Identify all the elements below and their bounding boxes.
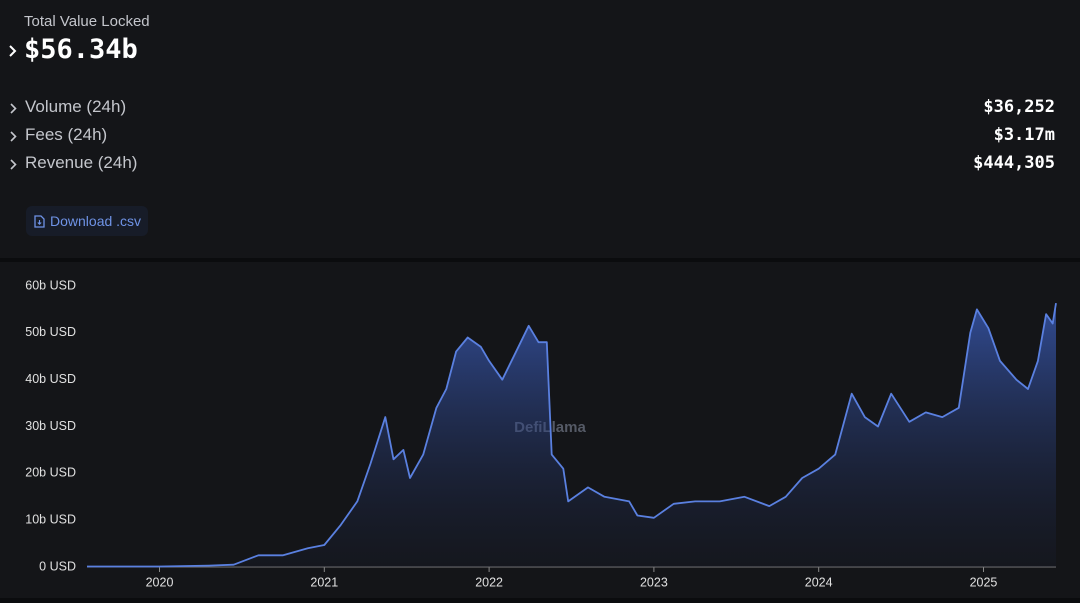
download-label: Download .csv — [50, 213, 142, 229]
metric-value: $3.17m — [993, 125, 1055, 145]
x-tick-label: 2025 — [970, 575, 998, 589]
file-icon — [34, 215, 45, 228]
chevron — [10, 103, 17, 114]
metric-label: Volume (24h) — [25, 97, 127, 116]
y-tick-label: 0 USD — [39, 559, 76, 573]
line — [87, 302, 1057, 568]
metric-label: Revenue (24h) — [25, 153, 138, 172]
x-tick-label: 2022 — [475, 575, 503, 589]
summary-panel: Total Value Locked $56.34b Volume (24h) $… — [0, 0, 1080, 258]
y-tick-label: 20b USD — [25, 466, 76, 480]
y-tick-label: 30b USD — [25, 419, 76, 433]
metric-row[interactable]: Fees (24h) $3.17m — [0, 125, 1080, 151]
x-tick-label: 2020 — [146, 575, 174, 589]
tvl-label: Total Value Locked — [24, 13, 150, 30]
y-tick-label: 10b USD — [25, 512, 76, 526]
area — [87, 303, 1056, 567]
x-tick-label: 2024 — [805, 575, 833, 589]
metric-row[interactable]: Revenue (24h) $444,305 — [0, 153, 1080, 179]
chevron — [10, 131, 17, 142]
y-tick-label: 50b USD — [25, 325, 76, 339]
y-tick-label: 60b USD — [25, 278, 76, 292]
y-tick-label: 40b USD — [25, 372, 76, 386]
chevron — [10, 159, 17, 170]
metric-value: $36,252 — [983, 97, 1055, 117]
metric-label: Fees (24h) — [25, 125, 108, 144]
x-tick-label: 2023 — [640, 575, 668, 589]
x-tick-label: 2021 — [310, 575, 338, 589]
tvl-value: $56.34b — [24, 34, 138, 65]
chevron — [9, 45, 17, 57]
metric-row[interactable]: Volume (24h) $36,252 — [0, 97, 1080, 123]
download-button[interactable]: Download .csv — [26, 206, 148, 236]
metric-value: $444,305 — [973, 153, 1055, 173]
